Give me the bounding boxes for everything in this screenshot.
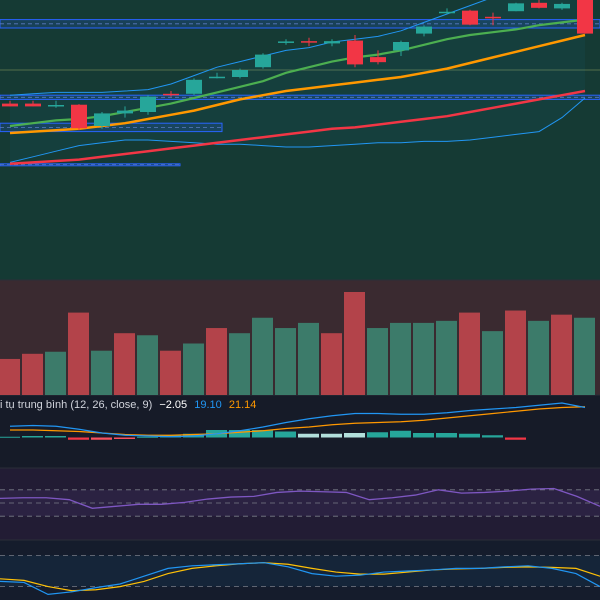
candle-body [393,42,409,51]
volume-bar [390,322,411,395]
volume-bar [528,320,549,395]
macd-histogram-bar [137,436,158,438]
candle-body [25,103,41,107]
macd-legend: i tụ trung bình (12, 26, close, 9) −2.05… [0,399,260,411]
candle-body [370,57,386,63]
macd-line [9,402,586,438]
candle-body [117,110,133,114]
volume-bar [551,314,572,395]
volume-bar [505,310,526,395]
macd-histogram-bar [298,433,319,438]
volume-bar [137,335,158,395]
macd-histogram-bar [114,437,135,439]
macd-histogram-bar [505,437,526,440]
macd-histogram-bar [413,433,434,438]
volume-bar [436,320,457,395]
volume-bar [114,333,135,395]
volume-bar [252,317,273,395]
macd-histogram-bar [390,430,411,438]
macd-value-signal: 21.14 [228,399,257,411]
volume-bar [413,322,434,395]
support-resistance-zone [0,19,600,29]
candle-body [163,93,179,96]
support-resistance-zone [0,163,181,167]
candle-body [324,41,340,44]
candle-body [462,10,478,25]
bollinger-lower-line [9,97,586,163]
candle-body [255,54,271,68]
volume-bar [183,343,204,395]
macd-title: i tụ trung bình (12, 26, close, 9) [0,399,153,411]
macd-histogram-bar [344,433,365,438]
volume-bar [68,312,89,395]
macd-histogram-bar [68,437,89,440]
candle-body [508,3,524,12]
macd-histogram-bar [459,433,480,438]
macd-histogram-bar [22,436,43,438]
volume-bar [160,350,181,395]
candle-body [232,70,248,77]
macd-histogram-bar [0,436,20,438]
macd-value-histogram: −2.05 [159,399,188,411]
macd-pane-background [0,395,600,468]
price-pane-tint [0,0,600,280]
candle-body [439,11,455,14]
candle-body [485,16,501,19]
volume-bar [91,350,112,395]
volume-bar [275,328,296,395]
candle-body [554,3,570,9]
candle-body [71,104,87,129]
macd-histogram-bar [229,430,250,438]
macd-histogram-bar [367,432,388,438]
macd-histogram-bar [252,430,273,438]
volume-bar [22,353,43,395]
macd-histogram-bar [482,435,503,438]
macd-histogram-bar [275,431,296,438]
candle-body [347,40,363,65]
candle-body [301,41,317,43]
support-resistance-zone [0,122,223,133]
candle-body [531,2,547,8]
macd-value-macd: 19.10 [194,399,222,411]
rsi-line [0,487,600,509]
volume-bar [321,333,342,395]
stoch-k-line [0,562,600,596]
candle-body [416,26,432,34]
rsi-pane-background [0,468,600,540]
macd-histogram-bar [45,436,66,438]
volume-bar [344,292,365,395]
volume-bar [459,312,480,395]
volume-bar [45,351,66,395]
support-resistance-zone [0,94,600,100]
stoch-band [0,555,600,587]
candle-body [48,105,64,107]
macd-histogram-bar [436,433,457,438]
candle-body [577,0,593,34]
macd-histogram-bar [91,437,112,440]
candle-body [2,103,18,107]
volume-bar [229,333,250,395]
volume-bar [482,331,503,395]
candle-body [186,79,202,94]
ma-slow-line [9,89,586,166]
volume-bar [0,358,20,395]
volume-bar [367,328,388,395]
candle-body [278,41,294,43]
macd-histogram-bar [321,433,342,438]
candle-body [140,96,156,112]
bollinger-upper-line [9,0,487,96]
volume-bar [298,322,319,395]
candle-body [209,76,225,79]
candle-body [94,113,110,126]
volume-bar [574,317,595,395]
volume-bar [206,328,227,395]
